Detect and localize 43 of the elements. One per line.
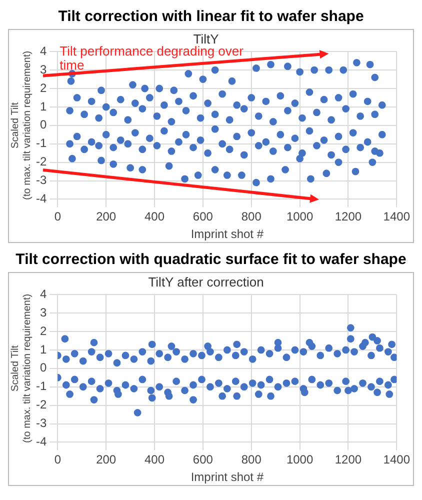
- x-tick-label: 200: [96, 452, 116, 467]
- y-tick-label: 3: [40, 62, 47, 76]
- x-tick-label: 400: [144, 452, 165, 467]
- y-tick-label: 4: [40, 44, 47, 58]
- y-tick-label: -4: [36, 192, 47, 206]
- y-tick-label: -3: [36, 416, 47, 430]
- y-tick-label: 2: [40, 324, 47, 338]
- chart-title: Tilt correction with linear fit to wafer shape: [57, 8, 365, 25]
- x-axis-title: Imprint shot #: [190, 227, 264, 242]
- x-tick-label: 1400: [383, 210, 410, 224]
- y-tick-label: 1: [40, 99, 47, 114]
- x-tick-label: 800: [241, 452, 262, 467]
- y-tick-label: 0: [40, 360, 47, 375]
- y-tick-label: 0: [40, 118, 47, 132]
- x-tick-label: 200: [96, 210, 116, 224]
- x-tick-label: 0: [54, 452, 62, 467]
- y-tick-label: 2: [40, 80, 47, 95]
- y-axis-title: Scaled Tilt (to max. tilt variation requirement): [10, 50, 33, 200]
- x-tick-label: 0: [54, 210, 62, 224]
- y-tick-label: -3: [36, 173, 47, 188]
- x-tick-label: 1400: [383, 452, 410, 467]
- y-tick-label: -1: [36, 136, 47, 150]
- annotation: Tilt performance degrading over time: [60, 44, 244, 73]
- x-tick-label: 800: [241, 210, 262, 224]
- x-tick-label: 1200: [334, 452, 362, 467]
- y-tick-label: 3: [40, 305, 47, 320]
- y-tick-label: -1: [36, 379, 47, 394]
- x-tick-label: 400: [144, 210, 165, 224]
- chart-subtitle: TiltY after correction: [148, 274, 264, 290]
- x-tick-label: 600: [192, 452, 214, 467]
- chart-subtitle: TiltY: [193, 31, 220, 46]
- y-tick-label: 1: [40, 342, 47, 356]
- y-tick-label: -4: [36, 434, 47, 449]
- y-tick-label: -2: [36, 398, 47, 412]
- x-tick-label: 1000: [286, 210, 314, 224]
- x-tick-label: 1000: [286, 452, 314, 467]
- y-tick-label: 4: [40, 286, 47, 301]
- y-axis-title: Scaled Tilt (to max. tilt variation requirement): [10, 294, 33, 443]
- x-tick-label: 600: [192, 210, 214, 224]
- x-axis-title: Imprint shot #: [190, 470, 264, 484]
- chart-title: Tilt correction with quadratic surface fit to wafer shape: [14, 251, 408, 268]
- x-tick-label: 1200: [334, 210, 362, 224]
- y-tick-label: -2: [36, 154, 47, 169]
